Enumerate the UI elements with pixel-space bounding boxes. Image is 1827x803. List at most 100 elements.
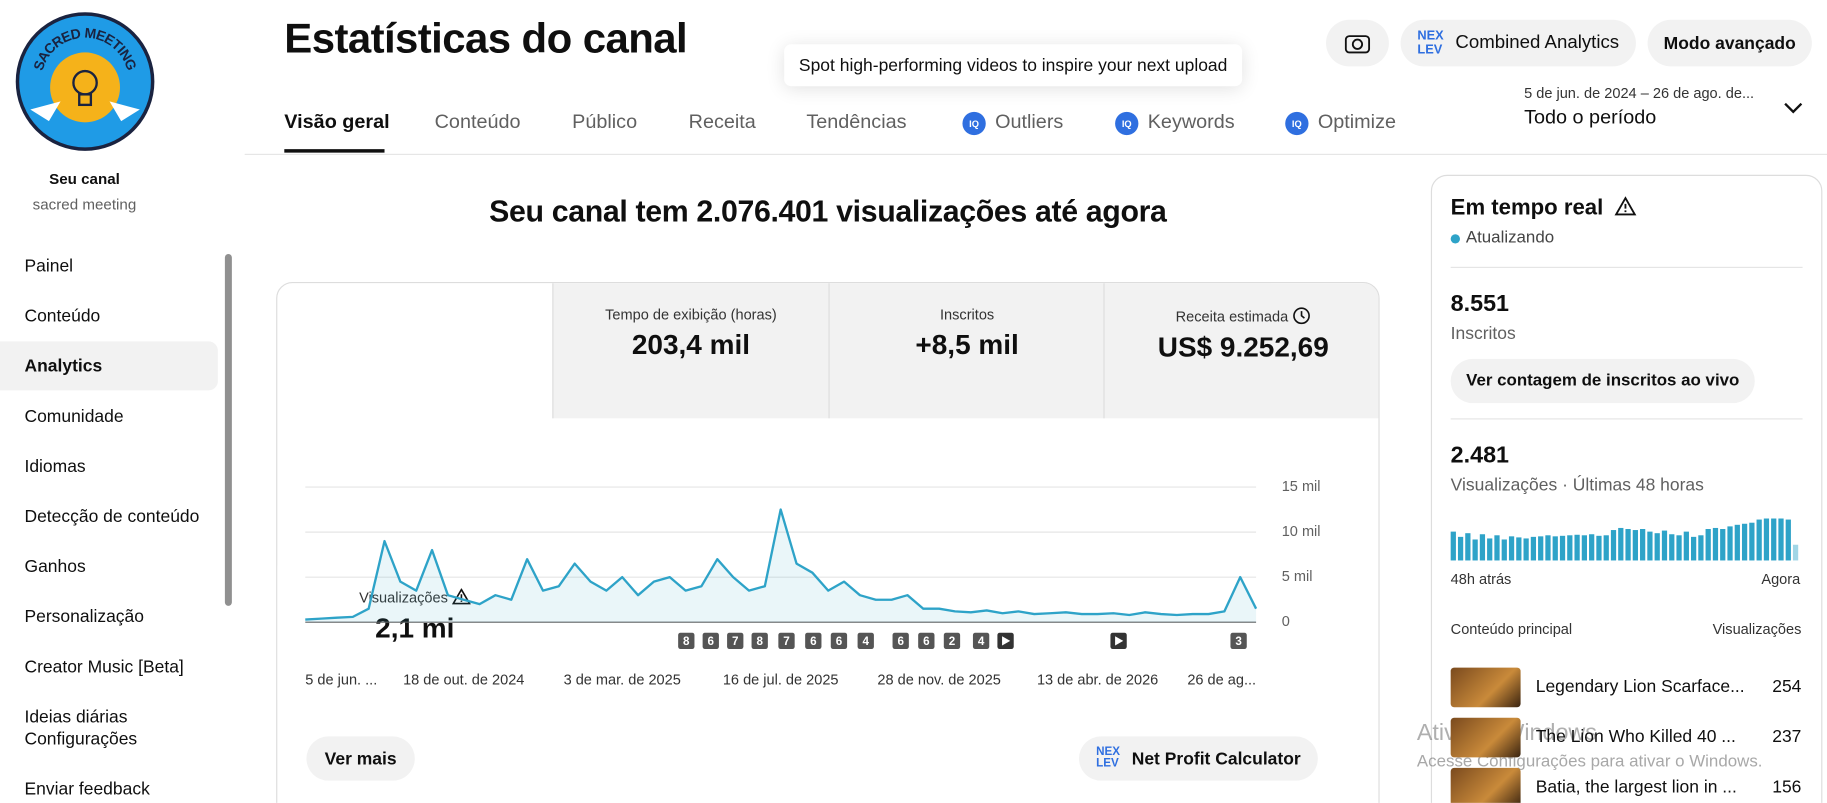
bar bbox=[1654, 533, 1660, 561]
calculator-button[interactable]: NEX LEV Net Profit Calculator bbox=[1078, 736, 1318, 781]
camera-button[interactable] bbox=[1325, 19, 1389, 67]
advanced-button[interactable]: Modo avançado bbox=[1647, 19, 1812, 67]
video-title[interactable]: Batia, the largest lion in ... bbox=[1535, 777, 1737, 797]
tab[interactable]: Outliers bbox=[995, 110, 1064, 133]
date-range: 5 de jun. de 2024 – 26 de ago. de... bbox=[1524, 85, 1755, 102]
menu-item[interactable]: Ideias diárias bbox=[24, 707, 128, 728]
menu-item[interactable]: Conteúdo bbox=[24, 306, 101, 327]
y-tick-label: 0 bbox=[1282, 614, 1290, 630]
marker-label: 2 bbox=[949, 635, 956, 648]
bar bbox=[1720, 529, 1726, 561]
marker-box bbox=[918, 632, 935, 650]
bar bbox=[1530, 536, 1537, 561]
bar bbox=[1618, 527, 1624, 561]
marker-box bbox=[727, 632, 744, 650]
menu-item[interactable]: Ganhos bbox=[24, 556, 86, 577]
marker-label: 4 bbox=[978, 635, 985, 648]
menu-item[interactable]: Personalização bbox=[24, 607, 144, 627]
bar bbox=[1494, 535, 1500, 561]
metric-label: Tempo de exibição (horas) bbox=[605, 306, 777, 323]
menu-item[interactable]: Analytics bbox=[24, 356, 103, 377]
bar bbox=[1727, 526, 1733, 561]
chevron[interactable] bbox=[1783, 100, 1804, 116]
tab[interactable]: Visão geral bbox=[284, 110, 390, 133]
x-tick-label: 3 de mar. de 2025 bbox=[564, 672, 681, 688]
metric-value: US$ 9.252,69 bbox=[1157, 332, 1329, 364]
page-title: Estatísticas do canal bbox=[284, 13, 688, 62]
marker-label: 6 bbox=[897, 635, 904, 648]
marker-box bbox=[972, 632, 990, 650]
metric-tab[interactable]: Visualizações 2,1 mi bbox=[277, 565, 553, 701]
bar bbox=[1523, 538, 1529, 561]
marker-box bbox=[778, 632, 795, 650]
bar bbox=[1734, 524, 1740, 561]
button-label: Combined Analytics bbox=[1455, 32, 1620, 53]
status-dot bbox=[1450, 234, 1460, 244]
metric-tab[interactable]: Inscritos +8,5 mil bbox=[828, 283, 1105, 419]
bar bbox=[1457, 536, 1464, 561]
marker-label: 7 bbox=[783, 635, 789, 648]
tab[interactable]: Optimize bbox=[1317, 110, 1397, 133]
metric-label-text: Visualizações bbox=[359, 589, 448, 606]
menu-item[interactable]: Configurações bbox=[24, 729, 138, 750]
tab[interactable]: Receita bbox=[688, 110, 756, 133]
live-button[interactable]: Ver contagem de inscritos ao vivo bbox=[1450, 358, 1755, 404]
active-bg bbox=[0, 341, 218, 391]
bar bbox=[1596, 535, 1602, 561]
clock-icon bbox=[1293, 307, 1310, 325]
see-more-button[interactable]: Ver mais bbox=[306, 736, 415, 781]
warning-icon bbox=[1614, 196, 1637, 216]
metric-tab[interactable]: Receita estimada US$ 9.252,69 bbox=[1103, 283, 1379, 419]
scrollbar[interactable] bbox=[224, 254, 232, 606]
bar bbox=[1559, 535, 1566, 561]
bar bbox=[1465, 533, 1471, 561]
tab[interactable]: Público bbox=[572, 110, 638, 133]
period[interactable]: Todo o período bbox=[1524, 106, 1657, 129]
channel-label: Seu canal bbox=[49, 170, 120, 188]
menu-item[interactable]: Detecção de conteúdo bbox=[24, 506, 200, 527]
tooltip: Spot high-performing videos to inspire y… bbox=[784, 44, 1243, 87]
video-title[interactable]: Legendary Lion Scarface... bbox=[1535, 676, 1745, 697]
bar bbox=[1792, 544, 1799, 561]
tab-underline bbox=[284, 149, 385, 153]
marker-label: 4 bbox=[863, 635, 870, 648]
menu-item[interactable]: Enviar feedback bbox=[24, 779, 150, 800]
subscribers-label: Inscritos bbox=[1450, 323, 1516, 344]
thumbnail[interactable] bbox=[1450, 667, 1521, 708]
bar bbox=[1712, 527, 1719, 561]
tab[interactable]: Keywords bbox=[1147, 110, 1235, 133]
bar bbox=[1771, 518, 1777, 561]
metric-tab[interactable]: Tempo de exibição (horas) 203,4 mil bbox=[552, 283, 829, 419]
video-title[interactable]: The Lion Who Killed 40 ... bbox=[1535, 727, 1736, 747]
bar bbox=[1479, 534, 1486, 561]
realtime-panel bbox=[1430, 174, 1823, 803]
y-tick-label: 15 mil bbox=[1282, 479, 1321, 495]
bar bbox=[1698, 535, 1704, 561]
camera-icon bbox=[1344, 35, 1371, 54]
metric-value: 203,4 mil bbox=[631, 329, 751, 362]
bar bbox=[1545, 535, 1551, 561]
bar bbox=[1669, 534, 1675, 561]
marker-box bbox=[1230, 632, 1247, 650]
iq-icon: IQ bbox=[1285, 111, 1309, 136]
bar bbox=[1472, 539, 1478, 561]
bar bbox=[1640, 529, 1646, 561]
thumbnail[interactable] bbox=[1450, 717, 1521, 758]
marker-box bbox=[805, 632, 822, 650]
channel-logo[interactable]: SACRED MEETING bbox=[14, 10, 156, 152]
metric-label: Visualizações bbox=[277, 587, 552, 606]
tab[interactable]: Conteúdo bbox=[434, 110, 521, 133]
combined-button[interactable]: NEX LEV Combined Analytics bbox=[1400, 19, 1636, 67]
thumbnail[interactable] bbox=[1450, 767, 1521, 803]
menu-item[interactable]: Idiomas bbox=[24, 456, 86, 477]
menu-item[interactable]: Creator Music [Beta] bbox=[24, 657, 184, 677]
bar bbox=[1610, 530, 1617, 561]
marker-box bbox=[751, 632, 768, 650]
menu-item[interactable]: Painel bbox=[24, 256, 74, 277]
menu-item[interactable]: Comunidade bbox=[24, 406, 124, 427]
tab[interactable]: Tendências bbox=[806, 110, 907, 133]
top-views-label: Visualizações bbox=[1712, 621, 1802, 638]
video-views: 254 bbox=[1772, 676, 1802, 697]
iq-icon: IQ bbox=[1115, 111, 1139, 136]
